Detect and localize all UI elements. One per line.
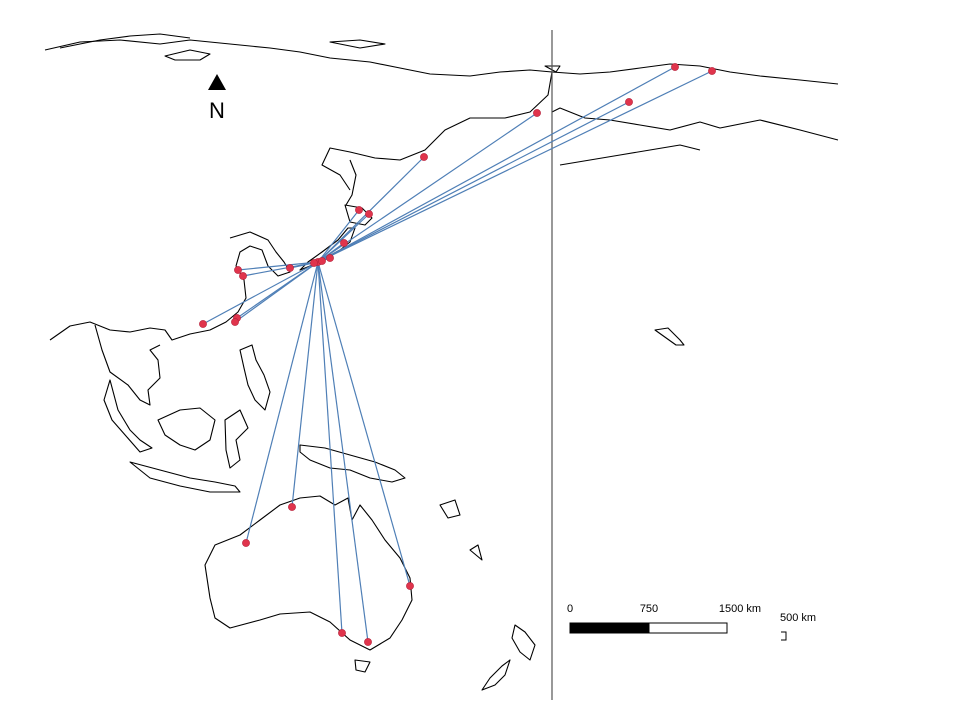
route [237, 261, 319, 271]
coastline [551, 107, 839, 141]
coastline [204, 495, 413, 651]
coastline [299, 444, 406, 483]
route [202, 261, 319, 325]
coastline [511, 624, 536, 661]
route [317, 261, 369, 643]
coastline [329, 39, 386, 49]
coastline [44, 39, 839, 85]
route [317, 70, 713, 263]
scale-segment [569, 622, 650, 634]
inset-scale: 500 km [780, 612, 816, 641]
inset-scale-label: 500 km [780, 612, 816, 624]
coastline [559, 144, 701, 166]
route [291, 261, 319, 508]
scale-label: 0 [567, 603, 573, 615]
site [340, 239, 348, 247]
route [317, 156, 425, 263]
scale-label: 1500 km [719, 603, 761, 615]
coastlines [44, 33, 839, 691]
inset-scale-mark [781, 631, 787, 641]
sites [199, 63, 716, 646]
coastline [654, 327, 685, 346]
coastline [129, 461, 241, 493]
site [234, 266, 242, 274]
route [317, 101, 630, 263]
coastline [164, 49, 211, 61]
route [317, 261, 343, 634]
site [310, 259, 318, 267]
site [242, 539, 250, 547]
site [708, 67, 716, 75]
scale-bar: 0 750 1500 km [567, 603, 761, 634]
routes [202, 66, 713, 643]
north-arrow: N [208, 74, 226, 123]
site [355, 206, 363, 214]
north-arrow-head [208, 74, 226, 90]
coastline [481, 659, 511, 691]
site [671, 63, 679, 71]
route [317, 261, 411, 587]
route [234, 261, 319, 323]
coastline [321, 71, 553, 191]
route [317, 209, 360, 263]
coastline [49, 231, 291, 341]
route [317, 213, 370, 263]
site [625, 98, 633, 106]
coastline [94, 324, 161, 406]
coastline [239, 344, 271, 411]
site [420, 153, 428, 161]
site [533, 109, 541, 117]
site [365, 210, 373, 218]
route [317, 112, 538, 263]
coastline [469, 544, 483, 561]
site [231, 318, 239, 326]
site [239, 272, 247, 280]
site [406, 582, 414, 590]
route [317, 66, 676, 263]
coastline [439, 499, 461, 519]
site [286, 264, 294, 272]
coastline [345, 159, 357, 206]
site [318, 257, 326, 265]
coastline [224, 409, 249, 469]
site [364, 638, 372, 646]
route [245, 261, 319, 544]
site [288, 503, 296, 511]
site [199, 320, 207, 328]
site [338, 629, 346, 637]
site [326, 254, 334, 262]
coastline [103, 379, 153, 453]
coastline [354, 659, 371, 673]
north-label: N [209, 98, 225, 123]
scale-label: 750 [640, 603, 658, 615]
coastline [299, 227, 356, 271]
coastline [59, 33, 191, 49]
coastline [157, 407, 216, 451]
scale-segment [648, 622, 728, 634]
